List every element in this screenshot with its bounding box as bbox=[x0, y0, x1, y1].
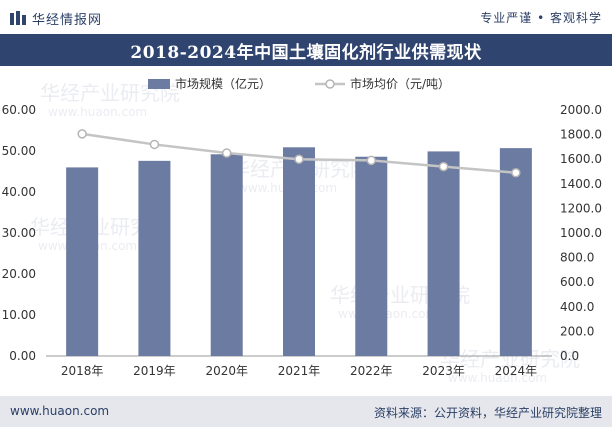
y-left-tick-label: 20.00 bbox=[2, 267, 36, 281]
y-right-tick-label: 600.0 bbox=[560, 275, 594, 289]
bar bbox=[427, 151, 460, 356]
y-right-tick-label: 800.0 bbox=[560, 251, 594, 265]
x-tick-label: 2022年 bbox=[350, 364, 393, 378]
watermark-url: www.huaon.com bbox=[48, 105, 147, 119]
chart: 华经产业研究院www.huaon.com华经产业研究院www.huaon.com… bbox=[2, 76, 602, 385]
legend-bar-swatch bbox=[148, 79, 170, 89]
chart-title: 2018-2024年中国土壤固化剂行业供需现状 bbox=[130, 42, 482, 63]
y-right-tick-label: 1800.0 bbox=[560, 128, 602, 142]
y-left-tick-label: 40.00 bbox=[2, 185, 36, 199]
y-left-tick-label: 50.00 bbox=[2, 144, 36, 158]
price-point bbox=[77, 129, 87, 139]
y-right-tick-label: 1000.0 bbox=[560, 226, 602, 240]
price-point bbox=[366, 155, 377, 166]
brand-name: 华经情报网 bbox=[32, 12, 103, 28]
footer-url: www.huaon.com bbox=[10, 404, 110, 418]
y-right-tick-label: 0.0 bbox=[560, 349, 579, 363]
watermark-url: www.huaon.com bbox=[448, 371, 547, 385]
y-left-tick-label: 0.00 bbox=[9, 349, 36, 363]
brand: 华经情报网 bbox=[10, 9, 103, 28]
brand-logo-icon bbox=[10, 11, 26, 25]
legend-line-label: 市场均价（元/吨） bbox=[350, 76, 450, 91]
footer-source: 资料来源：公开资料，华经产业研究院整理 bbox=[373, 406, 602, 420]
legend-bar-label: 市场规模（亿元） bbox=[175, 76, 271, 91]
bar bbox=[355, 156, 388, 356]
watermark-url: www.huaon.com bbox=[338, 307, 437, 321]
bar bbox=[210, 154, 243, 356]
y-right-tick-label: 200.0 bbox=[560, 324, 594, 338]
x-tick-label: 2023年 bbox=[422, 364, 465, 378]
x-tick-label: 2020年 bbox=[205, 364, 248, 378]
y-right-tick-label: 1200.0 bbox=[560, 201, 602, 215]
slogan: 专业严谨 • 客观科学 bbox=[480, 11, 602, 25]
title-band: 2018-2024年中国土壤固化剂行业供需现状 bbox=[0, 34, 612, 66]
bar bbox=[138, 160, 171, 356]
bar bbox=[283, 147, 315, 356]
y-right-tick-label: 400.0 bbox=[560, 300, 594, 314]
x-tick-label: 2019年 bbox=[133, 364, 176, 378]
y-right-tick-label: 2000.0 bbox=[560, 103, 602, 117]
price-point bbox=[511, 167, 521, 178]
y-right-tick-label: 1400.0 bbox=[560, 177, 602, 191]
price-point bbox=[294, 154, 304, 164]
price-point bbox=[149, 139, 160, 150]
x-tick-label: 2024年 bbox=[495, 364, 538, 378]
price-point bbox=[221, 148, 232, 158]
bar bbox=[66, 167, 99, 356]
x-tick-label: 2018年 bbox=[61, 364, 104, 378]
price-point bbox=[438, 161, 449, 172]
y-left-tick-label: 10.00 bbox=[2, 308, 36, 322]
bar bbox=[499, 148, 532, 356]
y-left-tick-label: 30.00 bbox=[2, 226, 36, 240]
top-bar: 华经情报网 专业严谨 • 客观科学 bbox=[0, 0, 612, 34]
legend-line-marker bbox=[325, 79, 335, 89]
y-right-tick-label: 1600.0 bbox=[560, 152, 602, 166]
y-left-tick-label: 60.00 bbox=[2, 103, 36, 117]
x-tick-label: 2021年 bbox=[278, 364, 321, 378]
footer-bar: www.huaon.com 资料来源：公开资料，华经产业研究院整理 bbox=[0, 396, 612, 427]
